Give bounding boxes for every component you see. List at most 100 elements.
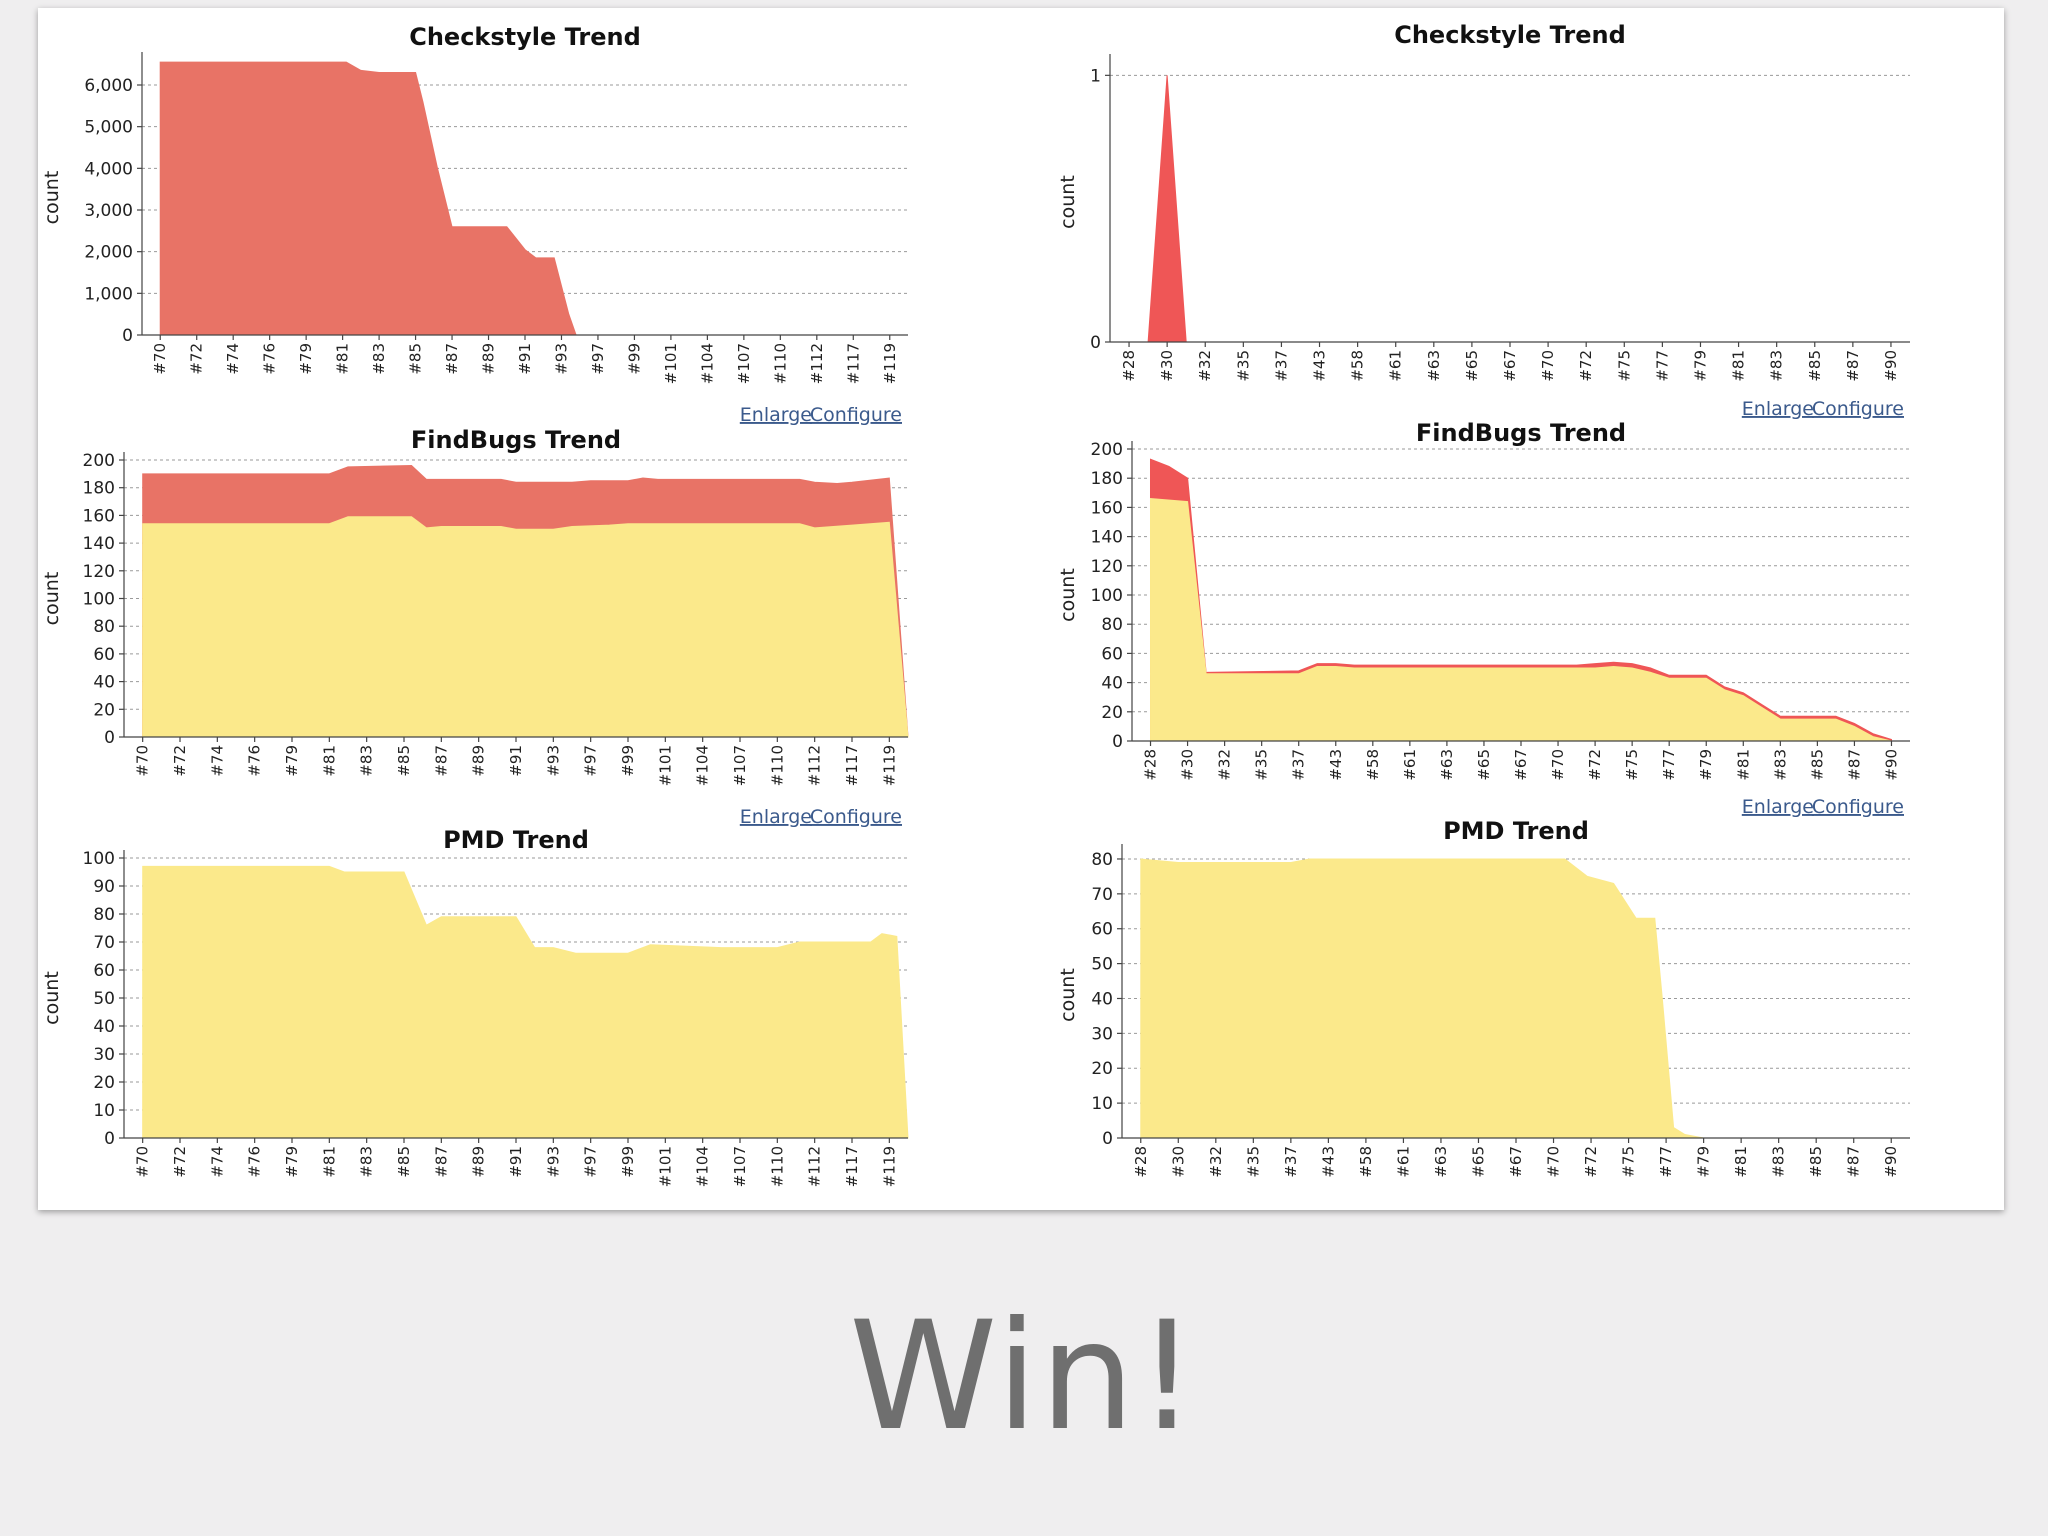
configure-link[interactable]: Configure xyxy=(810,806,902,828)
x-tick-label: #93 xyxy=(544,745,562,777)
y-tick-label: 160 xyxy=(83,506,115,526)
y-tick-label: 90 xyxy=(93,877,115,897)
y-tick-label: 60 xyxy=(1101,644,1123,664)
x-tick-label: #85 xyxy=(395,1146,413,1178)
y-tick-label: 0 xyxy=(122,326,133,346)
x-tick-label: #61 xyxy=(1387,350,1405,382)
x-tick-label: #90 xyxy=(1882,1146,1900,1178)
y-axis-label: count xyxy=(1057,568,1079,622)
x-tick-label: #112 xyxy=(806,745,824,786)
x-tick-label: #85 xyxy=(1806,350,1824,382)
x-tick-label: #79 xyxy=(297,343,315,375)
chart-left-pmd: PMD Trend count 0 10 20 30 40 50 60 70 80 90 100 #70 #… xyxy=(41,826,909,1187)
configure-link[interactable]: Configure xyxy=(1812,398,1904,420)
x-tick-label: #76 xyxy=(246,1146,264,1178)
y-tick-label: 30 xyxy=(1091,1024,1113,1044)
y-tick-label: 200 xyxy=(1091,440,1123,460)
y-tick-label: 100 xyxy=(83,849,115,869)
x-tick-label: #81 xyxy=(1730,350,1748,382)
x-tick-label: #99 xyxy=(625,343,643,375)
y-tick-label: 120 xyxy=(83,562,115,582)
enlarge-link[interactable]: Enlarge xyxy=(1742,398,1814,420)
y-tick-label: 20 xyxy=(93,1073,115,1093)
slide-title: Win! xyxy=(849,1290,1199,1464)
y-tick-label: 2,000 xyxy=(84,243,133,263)
x-tick-label: #35 xyxy=(1234,350,1252,382)
series-area-yellow xyxy=(1149,498,1892,742)
x-tick-label: #63 xyxy=(1432,1146,1450,1178)
x-tick-label: #43 xyxy=(1319,1146,1337,1178)
x-tick-label: #61 xyxy=(1401,749,1419,781)
x-tick-label: #119 xyxy=(881,343,899,384)
series-area-yellow xyxy=(142,516,909,738)
x-tick-label: #37 xyxy=(1282,1146,1300,1178)
x-tick-label: #93 xyxy=(552,343,570,375)
x-tick-label: #35 xyxy=(1244,1146,1262,1178)
x-tick-label: #119 xyxy=(880,745,898,786)
enlarge-link[interactable]: Enlarge xyxy=(1742,796,1814,818)
y-tick-label: 80 xyxy=(1091,850,1113,870)
configure-link[interactable]: Configure xyxy=(1812,796,1904,818)
x-tick-label: #83 xyxy=(370,343,388,375)
x-tick-label: #81 xyxy=(1732,1146,1750,1178)
chart-title: FindBugs Trend xyxy=(411,426,621,454)
enlarge-link[interactable]: Enlarge xyxy=(740,404,812,426)
x-tick-label: #110 xyxy=(771,343,789,384)
series-area-red_bright xyxy=(1147,75,1891,343)
x-tick-label: #87 xyxy=(443,343,461,375)
y-tick-label: 50 xyxy=(1091,955,1113,975)
x-tick-label: #90 xyxy=(1882,350,1900,382)
x-tick-label: #87 xyxy=(1844,350,1862,382)
x-tick-label: #32 xyxy=(1196,350,1214,382)
x-tick-label: #58 xyxy=(1364,749,1382,781)
y-tick-label: 200 xyxy=(83,451,115,471)
y-tick-label: 1 xyxy=(1090,66,1101,86)
y-tick-label: 40 xyxy=(93,1017,115,1037)
x-tick-label: #81 xyxy=(320,1146,338,1178)
x-tick-label: #37 xyxy=(1272,350,1290,382)
x-tick-label: #119 xyxy=(880,1146,898,1187)
y-tick-label: 1,000 xyxy=(84,284,133,304)
x-tick-label: #104 xyxy=(698,343,716,384)
y-tick-label: 10 xyxy=(1091,1094,1113,1114)
y-tick-label: 80 xyxy=(1101,615,1123,635)
x-tick-label: #30 xyxy=(1169,1146,1187,1178)
x-tick-label: #79 xyxy=(1691,350,1709,382)
x-tick-label: #58 xyxy=(1357,1146,1375,1178)
x-tick-label: #91 xyxy=(507,1146,525,1178)
x-tick-label: #107 xyxy=(735,343,753,384)
x-tick-label: #67 xyxy=(1512,749,1530,781)
x-tick-label: #110 xyxy=(768,745,786,786)
configure-link[interactable]: Configure xyxy=(810,404,902,426)
x-tick-label: #70 xyxy=(134,1146,152,1178)
x-tick-label: #28 xyxy=(1142,749,1160,781)
chart-left-findbugs: FindBugs Trend count 0 20 40 60 80 100 120 140 160… xyxy=(41,426,909,828)
x-tick-label: #107 xyxy=(731,1146,749,1187)
x-tick-label: #97 xyxy=(589,343,607,375)
x-tick-label: #76 xyxy=(246,745,264,777)
x-tick-label: #91 xyxy=(516,343,534,375)
x-tick-label: #77 xyxy=(1653,350,1671,382)
x-tick-label: #112 xyxy=(806,1146,824,1187)
x-tick-label: #90 xyxy=(1882,749,1900,781)
x-tick-label: #32 xyxy=(1216,749,1234,781)
x-tick-label: #83 xyxy=(358,745,376,777)
x-tick-label: #61 xyxy=(1394,1146,1412,1178)
enlarge-link[interactable]: Enlarge xyxy=(740,806,812,828)
y-tick-label: 70 xyxy=(1091,885,1113,905)
x-tick-label: #72 xyxy=(188,343,206,375)
y-tick-label: 40 xyxy=(93,673,115,693)
chart-title: Checkstyle Trend xyxy=(409,23,641,51)
y-tick-label: 60 xyxy=(93,961,115,981)
x-tick-label: #75 xyxy=(1615,350,1633,382)
chart-title: Checkstyle Trend xyxy=(1394,21,1626,49)
x-tick-label: #70 xyxy=(151,343,169,375)
x-tick-label: #87 xyxy=(432,745,450,777)
y-axis-label: count xyxy=(1057,175,1079,229)
x-tick-label: #43 xyxy=(1327,749,1345,781)
x-tick-label: #117 xyxy=(843,745,861,786)
x-tick-label: #67 xyxy=(1501,350,1519,382)
y-tick-label: 20 xyxy=(1101,703,1123,723)
y-tick-label: 70 xyxy=(93,933,115,953)
y-tick-label: 20 xyxy=(93,700,115,720)
